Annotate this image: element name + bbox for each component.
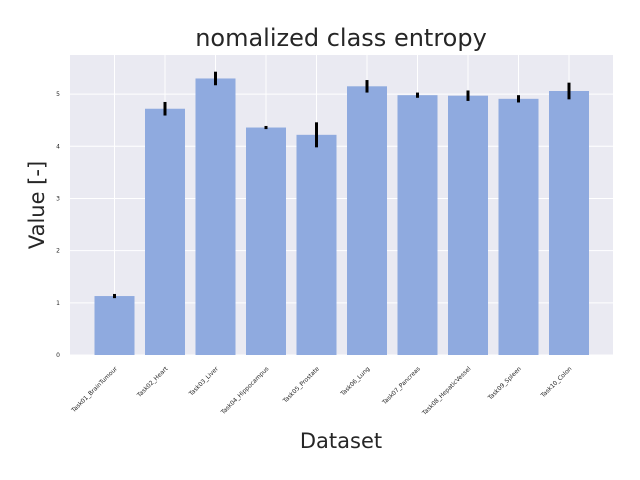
y-tick-label: 5	[56, 91, 60, 98]
bar-task03_liver	[195, 78, 236, 355]
y-axis-label: Value [-]	[25, 161, 49, 249]
error-bars	[113, 71, 571, 299]
bar-task09_spleen	[498, 98, 539, 356]
bar-task07_pancreas	[397, 95, 438, 355]
bars	[94, 78, 589, 356]
x-tick-label: Task08_HepaticVessel	[420, 365, 472, 417]
bar-task01_braintumour	[94, 296, 135, 355]
y-tick-label: 0	[56, 352, 60, 359]
bar-task06_lung	[347, 86, 387, 355]
y-ticks: 0 1 2 3 4 5	[56, 91, 60, 359]
bar-task08_hepaticvessel	[448, 95, 488, 356]
y-tick-label: 1	[56, 300, 60, 307]
x-tick-label: Task07_Pancreas	[381, 365, 422, 406]
x-tick-label: Task03_Liver	[187, 365, 220, 398]
chart-title: nomalized class entropy	[195, 24, 487, 52]
y-tick-label: 4	[56, 143, 60, 150]
x-tick-label: Task02_Heart	[135, 365, 170, 400]
x-tick-label: Task10_Colon	[539, 365, 573, 399]
x-tick-label: Task05_Prostate	[281, 365, 321, 405]
bar-task04_hippocampus	[246, 127, 286, 356]
x-tick-label: Task01_BrainTumour	[70, 365, 120, 415]
bar-task02_heart	[145, 108, 185, 355]
x-tick-label: Task06_Lung	[339, 365, 372, 398]
x-tick-label: Task09_Spleen	[486, 365, 523, 402]
y-tick-label: 3	[56, 195, 60, 202]
bar-task10_colon	[549, 91, 589, 355]
bar-task05_prostate	[296, 134, 337, 355]
x-axis-label: Dataset	[300, 429, 382, 453]
x-tick-label: Task04_Hippocampus	[219, 365, 270, 416]
x-ticks: Task01_BrainTumour Task02_Heart Task03_Liv…	[70, 365, 574, 417]
y-tick-label: 2	[56, 248, 60, 255]
